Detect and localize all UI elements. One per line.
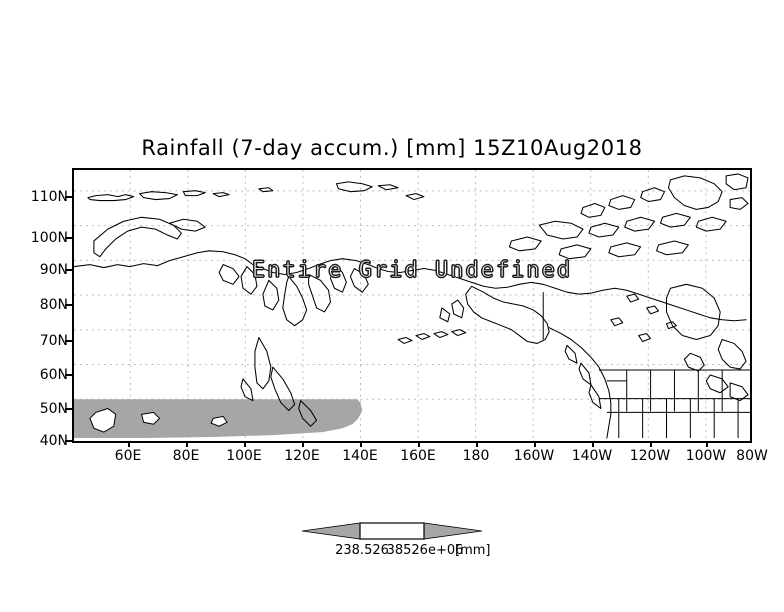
x-tick-label: 180 [462,448,490,464]
x-tick-label: 120E [284,448,320,464]
y-tick-label: 80N [39,297,68,313]
map-graphic [74,170,750,441]
colorbar-unit-label: [mm] [455,543,491,558]
political-borders [542,292,750,439]
y-tick-mark [65,440,72,442]
x-tick-mark [302,441,304,447]
y-tick-label: 40N [39,433,68,449]
colorbar[interactable] [302,518,482,544]
y-tick-mark [65,340,72,342]
y-tick-label: 50N [39,401,68,417]
x-tick-label: 80E [172,448,200,464]
x-tick-label: 120W [629,448,671,464]
x-tick-mark [650,441,652,447]
y-tick-mark [65,237,72,239]
x-tick-label: 140E [342,448,378,464]
x-tick-label: 160W [513,448,555,464]
x-tick-mark [476,441,478,447]
colorbar-extend-high [423,522,482,540]
x-tick-mark [418,441,420,447]
y-tick-mark [65,196,72,198]
colorbar-tick-low: 238.526 [335,543,389,558]
x-tick-mark [360,441,362,447]
x-tick-label: 140W [571,448,613,464]
x-tick-label: 80W [736,448,768,464]
colorbar-cell-mid [359,522,425,540]
colorbar-extend-low [302,522,361,540]
x-tick-mark [128,441,130,447]
y-axis: 110N 100N 90N 80N 70N 60N 50N 40N [0,0,72,612]
y-tick-mark [65,374,72,376]
y-tick-label: 90N [39,262,68,278]
x-tick-mark [186,441,188,447]
x-tick-label: 60E [114,448,142,464]
y-tick-label: 70N [39,333,68,349]
y-tick-mark [65,304,72,306]
y-tick-label: 110N [30,189,68,205]
x-tick-mark [706,441,708,447]
colorbar-tick-high: 38526e+06 [386,543,464,558]
y-tick-label: 100N [30,230,68,246]
y-tick-mark [65,269,72,271]
x-tick-label: 160E [400,448,436,464]
x-tick-mark [592,441,594,447]
y-tick-mark [65,408,72,410]
y-tick-label: 60N [39,367,68,383]
x-tick-label: 100W [685,448,727,464]
page-title: Rainfall (7-day accum.) [mm] 15Z10Aug201… [141,136,643,160]
shaded-band-lakes [89,407,228,433]
coastlines [74,173,749,439]
colorbar-labels: 238.526 38526e+06 [mm] [0,543,784,563]
x-tick-label: 100E [226,448,262,464]
x-tick-mark [244,441,246,447]
x-tick-mark [534,441,536,447]
